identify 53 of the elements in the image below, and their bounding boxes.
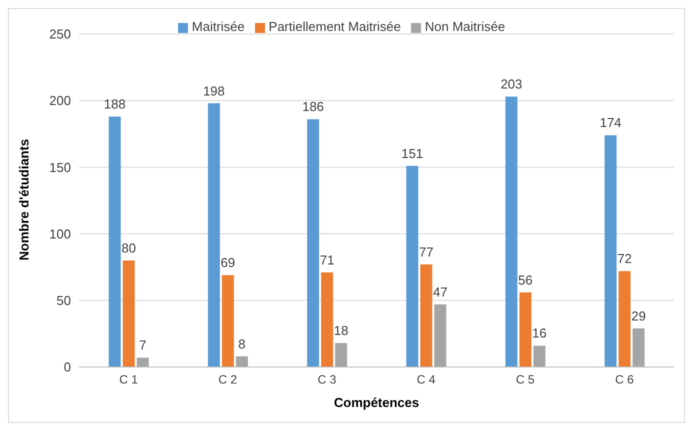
- y-tick-label: 100: [49, 226, 71, 242]
- y-axis-title: Nombre d'étudiants: [16, 138, 32, 260]
- bar: [434, 304, 446, 367]
- bar: [321, 272, 334, 367]
- data-label: 80: [122, 240, 136, 256]
- bar: [406, 166, 418, 367]
- data-label: 186: [302, 99, 324, 114]
- y-tick-label: 250: [49, 26, 71, 42]
- data-label: 56: [518, 272, 533, 288]
- x-tick-label: C 2: [218, 372, 238, 387]
- x-tick-label: C 4: [416, 372, 436, 387]
- data-label: 174: [600, 115, 622, 130]
- x-axis-title: Compétences: [334, 395, 420, 410]
- data-label: 77: [419, 244, 434, 260]
- bar: [208, 103, 220, 367]
- bar: [335, 343, 348, 367]
- data-label: 29: [631, 308, 646, 324]
- data-label: 18: [334, 323, 348, 338]
- x-tick-label: C 1: [119, 372, 138, 387]
- y-tick-label: 0: [64, 360, 71, 375]
- bar: [108, 116, 121, 367]
- bar: [420, 264, 432, 367]
- data-label: 203: [500, 76, 522, 92]
- bar: [307, 119, 320, 367]
- data-label: 198: [203, 83, 225, 98]
- data-label: 188: [104, 96, 126, 112]
- legend-label: Non Maitrisée: [424, 19, 506, 34]
- bar: [618, 271, 631, 367]
- data-label: 71: [320, 252, 334, 268]
- y-tick-label: 200: [49, 93, 71, 108]
- legend-label: Maitrisée: [192, 19, 245, 34]
- bar: [505, 96, 518, 367]
- legend-label: Partiellement Maitrisée: [268, 19, 401, 34]
- bar: [122, 260, 135, 367]
- bar: [222, 275, 234, 367]
- x-tick-label: C 6: [615, 372, 634, 387]
- data-label: 72: [617, 251, 632, 266]
- bar: [136, 358, 149, 367]
- bar: [604, 135, 617, 367]
- x-tick-label: C 5: [516, 372, 535, 387]
- bar: [533, 346, 546, 367]
- data-label: 8: [238, 336, 246, 352]
- bar: [236, 356, 248, 367]
- data-label: 16: [532, 326, 547, 341]
- y-tick-label: 150: [49, 160, 71, 175]
- data-label: 151: [401, 146, 424, 161]
- bar: [632, 328, 645, 367]
- data-label: 47: [433, 284, 448, 300]
- data-label: 69: [220, 255, 236, 270]
- data-label: 7: [139, 338, 146, 353]
- x-tick-label: C 3: [318, 372, 337, 387]
- bar: [519, 292, 532, 367]
- y-tick-label: 50: [56, 293, 71, 308]
